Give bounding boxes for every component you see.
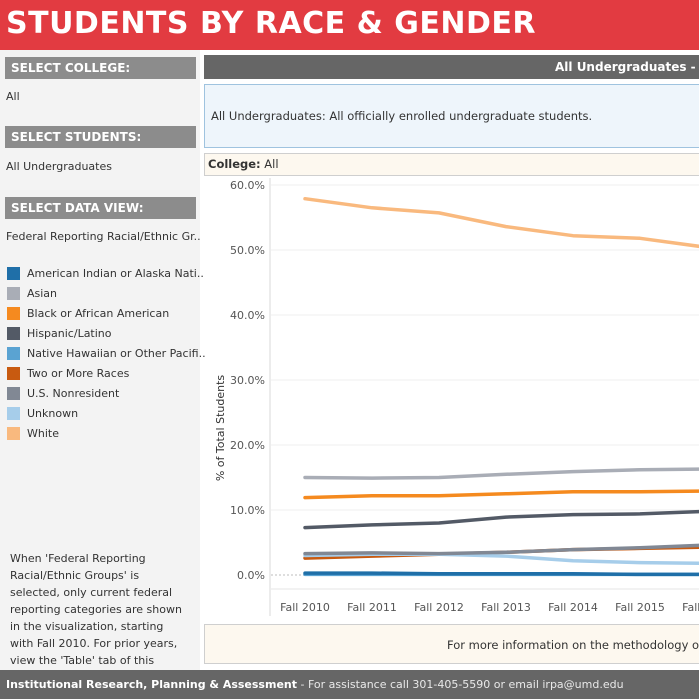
legend-label: Native Hawaiian or Other Pacifi.. [27,346,206,360]
legend-item-two-or-more[interactable]: Two or More Races [7,363,206,383]
x-tick-label: Fall 2013 [481,601,531,614]
y-tick-label: 0.0% [237,569,265,582]
legend: American Indian or Alaska Nati.. Asian B… [7,263,206,443]
sidebar-note: When 'Federal Reporting Racial/Ethnic Gr… [10,552,182,684]
college-filter-label: College: All [204,153,699,176]
view-header-label: All Undergraduates - Fe [555,60,699,74]
series-lines [303,196,699,577]
legend-label: Unknown [27,406,79,420]
y-axis-label: % of Total Students [214,375,227,482]
x-tick-label: Fall 2011 [347,601,397,614]
legend-label: U.S. Nonresident [27,386,120,400]
x-tick-label: Fall 2012 [414,601,464,614]
title-bar: STUDENTS BY RACE & GENDER [0,0,699,50]
legend-swatch [7,346,20,360]
legend-swatch [7,326,20,340]
legend-swatch [7,306,20,320]
college-select[interactable]: All [6,90,20,103]
students-select[interactable]: All Undergraduates [6,160,112,173]
y-axis-ticks: 0.0% 10.0% 20.0% 30.0% 40.0% 50.0% 60.0% [230,179,265,582]
y-tick-label: 20.0% [230,439,265,452]
plot-area [270,178,699,616]
legend-item-nonresident[interactable]: U.S. Nonresident [7,383,206,403]
x-tick-label: Fall 2015 [615,601,665,614]
select-students-heading: SELECT STUDENTS: [5,126,196,148]
legend-item-black[interactable]: Black or African American [7,303,206,323]
y-tick-label: 40.0% [230,309,265,322]
legend-item-hispanic[interactable]: Hispanic/Latino [7,323,206,343]
org-name: Institutional Research, Planning & Asses… [6,678,297,691]
y-tick-label: 30.0% [230,374,265,387]
legend-swatch [7,426,20,440]
x-tick-label: Fall 2014 [548,601,598,614]
description-bold: All Undergraduates [211,109,322,123]
legend-label: Asian [27,286,58,300]
legend-label: Black or African American [27,306,170,320]
select-college-heading: SELECT COLLEGE: [5,57,196,79]
assistance-text: - For assistance call 301-405-5590 or em… [297,678,624,691]
series-line [303,467,699,480]
methodology-text: For more information on the methodology … [447,638,699,652]
legend-swatch [7,266,20,280]
college-label: College: [208,157,261,171]
series-line [303,509,699,530]
y-tick-label: 50.0% [230,244,265,257]
y-tick-label: 10.0% [230,504,265,517]
legend-swatch [7,406,20,420]
legend-swatch [7,366,20,380]
series-line [303,489,699,500]
legend-label: Hispanic/Latino [27,326,112,340]
view-header: All Undergraduates - Fe [204,55,699,79]
legend-label: White [27,426,59,440]
legend-label: Two or More Races [27,366,130,380]
legend-swatch [7,286,20,300]
x-tick-label: Fall 2016 [682,601,699,614]
data-view-select[interactable]: Federal Reporting Racial/Ethnic Gr.. [6,230,201,243]
bottom-bar: Institutional Research, Planning & Asses… [0,670,699,699]
legend-item-american-indian[interactable]: American Indian or Alaska Nati.. [7,263,206,283]
legend-item-native-hawaiian[interactable]: Native Hawaiian or Other Pacifi.. [7,343,206,363]
legend-item-asian[interactable]: Asian [7,283,206,303]
legend-item-unknown[interactable]: Unknown [7,403,206,423]
x-axis-ticks: Fall 2010 Fall 2011 Fall 2012 Fall 2013 Fall… [271,588,699,614]
select-data-view-heading: SELECT DATA VIEW: [5,197,196,219]
y-tick-label: 60.0% [230,179,265,192]
legend-swatch [7,386,20,400]
college-value: All [260,157,279,171]
legend-label: American Indian or Alaska Nati.. [27,266,204,280]
series-line [303,196,699,249]
series-line [303,571,699,577]
description-box: All Undergraduates: All officially enrol… [204,84,699,148]
line-chart: 0.0% 10.0% 20.0% 30.0% 40.0% 50.0% 60.0% Fall … [204,178,699,620]
page-title: STUDENTS BY RACE & GENDER [6,6,536,41]
series-line [303,543,699,556]
chart-svg: 0.0% 10.0% 20.0% 30.0% 40.0% 50.0% 60.0% Fall … [214,178,699,616]
legend-item-white[interactable]: White [7,423,206,443]
sidebar: SELECT COLLEGE: All SELECT STUDENTS: All… [0,50,206,684]
methodology-note: For more information on the methodology … [204,624,699,664]
description-text: : All officially enrolled undergraduate … [321,109,593,123]
x-tick-label: Fall 2010 [280,601,330,614]
